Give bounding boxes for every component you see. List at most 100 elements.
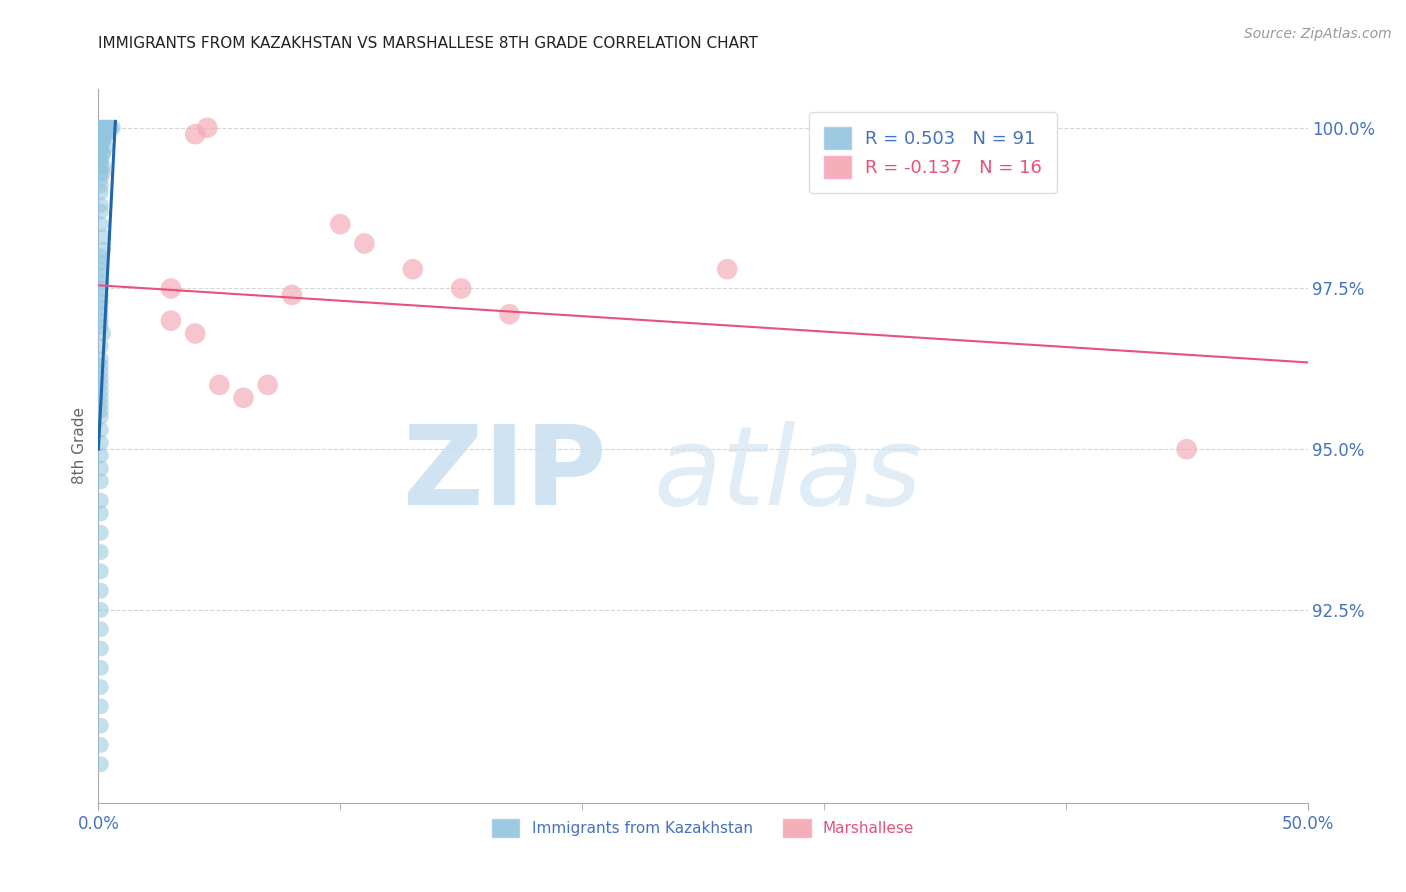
- Point: [90, 140, 112, 154]
- Point: [90, 294, 112, 309]
- Point: [91, 159, 114, 173]
- Point: [94, 120, 117, 135]
- Point: [90, 391, 112, 405]
- Point: [90, 371, 112, 385]
- Point: [90, 307, 112, 321]
- Point: [90, 140, 112, 154]
- Point: [90, 275, 112, 289]
- Point: [90, 339, 112, 353]
- Point: [195, 120, 218, 135]
- Point: [91, 230, 114, 244]
- Point: [90, 120, 112, 135]
- Point: [100, 120, 122, 135]
- Point: [90, 493, 112, 508]
- Point: [90, 378, 112, 392]
- Point: [90, 288, 112, 302]
- Text: atlas: atlas: [654, 421, 922, 528]
- Point: [90, 134, 112, 148]
- Point: [91, 127, 114, 141]
- Point: [91, 166, 114, 180]
- Point: [232, 391, 254, 405]
- Point: [90, 313, 112, 327]
- Point: [94, 120, 117, 135]
- Point: [91, 146, 114, 161]
- Point: [91, 127, 114, 141]
- Point: [94, 127, 117, 141]
- Point: [90, 127, 112, 141]
- Point: [90, 525, 112, 540]
- Point: [90, 423, 112, 437]
- Point: [90, 699, 112, 714]
- Point: [97, 120, 120, 135]
- Point: [90, 281, 112, 295]
- Point: [90, 301, 112, 315]
- Point: [91, 120, 114, 135]
- Point: [90, 738, 112, 752]
- Point: [90, 641, 112, 656]
- Point: [90, 410, 112, 425]
- Legend: Immigrants from Kazakhstan, Marshallese: Immigrants from Kazakhstan, Marshallese: [484, 811, 922, 845]
- Point: [90, 185, 112, 199]
- Point: [90, 262, 112, 277]
- Point: [716, 262, 738, 277]
- Point: [402, 262, 425, 277]
- Point: [97, 127, 120, 141]
- Point: [353, 236, 375, 251]
- Point: [90, 352, 112, 367]
- Point: [90, 403, 112, 417]
- Point: [90, 461, 112, 475]
- Point: [90, 178, 112, 193]
- Point: [90, 249, 112, 263]
- Point: [90, 120, 112, 135]
- Point: [91, 134, 114, 148]
- Point: [90, 757, 112, 772]
- Point: [94, 140, 117, 154]
- Point: [90, 661, 112, 675]
- Y-axis label: 8th Grade: 8th Grade: [72, 408, 87, 484]
- Point: [90, 134, 112, 148]
- Point: [90, 507, 112, 521]
- Point: [90, 359, 112, 373]
- Point: [160, 281, 183, 295]
- Point: [94, 120, 117, 135]
- Point: [91, 120, 114, 135]
- Point: [90, 153, 112, 167]
- Point: [281, 288, 304, 302]
- Text: Source: ZipAtlas.com: Source: ZipAtlas.com: [1244, 27, 1392, 41]
- Point: [90, 120, 112, 135]
- Point: [90, 166, 112, 180]
- Point: [91, 134, 114, 148]
- Point: [90, 204, 112, 219]
- Point: [208, 378, 231, 392]
- Point: [91, 243, 114, 257]
- Point: [90, 435, 112, 450]
- Point: [90, 545, 112, 559]
- Point: [498, 307, 520, 321]
- Point: [1175, 442, 1198, 457]
- Point: [101, 120, 124, 135]
- Point: [91, 146, 114, 161]
- Point: [90, 198, 112, 212]
- Point: [90, 622, 112, 636]
- Text: IMMIGRANTS FROM KAZAKHSTAN VS MARSHALLESE 8TH GRADE CORRELATION CHART: IMMIGRANTS FROM KAZAKHSTAN VS MARSHALLES…: [98, 36, 758, 51]
- Point: [160, 313, 183, 327]
- Point: [90, 603, 112, 617]
- Point: [90, 268, 112, 283]
- Point: [90, 153, 112, 167]
- Point: [90, 127, 112, 141]
- Point: [94, 127, 117, 141]
- Point: [90, 449, 112, 463]
- Point: [90, 320, 112, 334]
- Point: [90, 159, 112, 173]
- Point: [91, 120, 114, 135]
- Point: [91, 120, 114, 135]
- Text: ZIP: ZIP: [404, 421, 606, 528]
- Point: [184, 127, 207, 141]
- Point: [90, 172, 112, 186]
- Point: [90, 217, 112, 231]
- Point: [90, 565, 112, 579]
- Point: [90, 475, 112, 489]
- Point: [97, 120, 120, 135]
- Point: [90, 719, 112, 733]
- Point: [90, 583, 112, 598]
